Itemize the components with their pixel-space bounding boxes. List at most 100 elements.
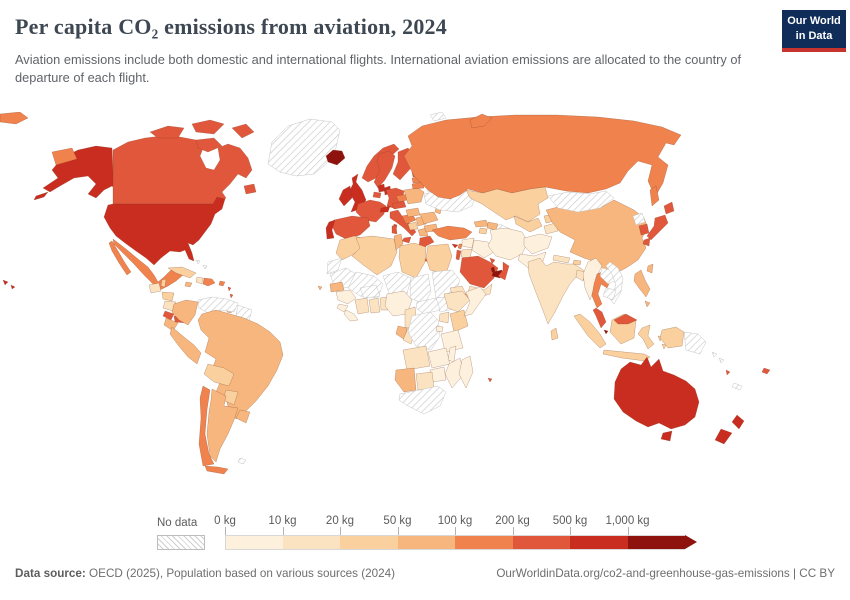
country-iran[interactable] [487,227,529,261]
country-south-korea[interactable] [638,223,650,236]
country-solomon-islands[interactable] [711,351,718,358]
country-indonesia[interactable] [573,313,607,349]
country-uganda[interactable] [438,311,450,324]
country-italy[interactable] [391,224,398,235]
country-australia[interactable] [660,430,673,442]
country-tanzania[interactable] [440,329,464,353]
country-falkland-islands[interactable] [237,457,247,465]
country-honduras[interactable] [161,291,175,302]
country-armenia[interactable] [478,227,488,235]
country-sweden[interactable] [373,150,396,189]
country-mongolia[interactable] [547,190,615,213]
country-new-zealand[interactable] [714,428,733,445]
country-portugal[interactable] [325,219,336,240]
country-peru[interactable] [169,326,202,365]
legend-bin-100-200[interactable] [455,535,513,550]
country-tajikistan[interactable] [543,222,559,235]
country-saudi-arabia[interactable] [459,255,499,289]
country-guatemala[interactable] [148,282,162,294]
country-cuba[interactable] [167,266,197,279]
country-bosnia-and-herzegovina[interactable] [407,221,419,231]
country-azerbaijan[interactable] [486,221,499,231]
country-haiti[interactable] [195,276,204,285]
country-malaysia[interactable] [592,307,607,329]
country-canada[interactable] [195,137,223,153]
country-niger[interactable] [382,271,412,297]
country-united-states[interactable] [103,196,226,266]
country-mauritius[interactable] [487,377,493,383]
country-georgia[interactable] [473,219,489,228]
country-kuwait[interactable] [489,257,496,265]
country-bhutan[interactable] [572,259,582,266]
country-ethiopia[interactable] [443,290,471,313]
country-canada[interactable] [149,125,185,139]
country-afghanistan[interactable] [523,233,553,255]
country-russia[interactable] [469,113,493,129]
country-democratic-republic-of-congo[interactable] [407,311,441,351]
country-canada[interactable] [191,119,225,135]
country-netherlands[interactable] [377,183,386,193]
country-turkey[interactable] [431,225,473,241]
country-lesser-antilles[interactable] [229,293,234,299]
country-cyprus[interactable] [451,243,459,249]
country-puerto-rico[interactable] [218,280,226,287]
country-jordan[interactable] [460,248,473,259]
country-somalia[interactable] [463,286,487,317]
country-uzbekistan[interactable] [513,215,543,233]
country-canada[interactable] [112,135,253,205]
country-central-african-republic[interactable] [415,297,441,315]
country-japan[interactable] [642,237,651,247]
country-mozambique[interactable] [444,357,465,389]
country-sierra-leone[interactable] [336,303,349,313]
country-argentina[interactable] [206,388,239,463]
country-chile[interactable] [198,385,215,467]
country-svalbard[interactable] [429,112,447,122]
country-united-states[interactable] [10,284,16,290]
country-canada[interactable] [231,123,255,139]
country-switzerland[interactable] [379,205,391,213]
legend-bin-50-100[interactable] [397,535,455,550]
country-indonesia[interactable] [661,343,667,350]
country-venezuela[interactable] [197,296,239,315]
country-taiwan[interactable] [646,263,654,274]
country-belize[interactable] [160,278,167,288]
country-mexico[interactable] [108,240,132,276]
country-colombia[interactable] [171,299,199,326]
legend-bin-20-50[interactable] [340,535,398,550]
country-israel[interactable] [455,249,462,261]
country-south-africa[interactable] [398,385,447,415]
country-lebanon[interactable] [457,243,463,250]
country-france[interactable] [355,199,387,223]
country-guinea[interactable] [335,289,357,305]
country-vietnam[interactable] [605,261,624,305]
country-russia[interactable] [0,112,29,125]
country-malaysia[interactable] [613,313,638,325]
country-singapore[interactable] [603,329,609,335]
country-lithuania[interactable] [411,181,425,190]
country-russia[interactable] [403,114,682,200]
country-italy[interactable] [401,236,412,244]
legend-no-data-swatch[interactable] [157,535,205,550]
country-ireland[interactable] [338,185,353,207]
credit-link[interactable]: OurWorldinData.org/co2-and-greenhouse-ga… [496,567,835,580]
country-indonesia[interactable] [659,326,685,349]
country-liberia[interactable] [343,309,359,322]
country-nepal[interactable] [552,254,571,264]
country-chad[interactable] [409,273,432,305]
legend-bin-1000+[interactable] [627,535,685,550]
country-dominican-republic[interactable] [202,277,216,287]
country-philippines[interactable] [633,269,651,298]
country-sri-lanka[interactable] [550,327,559,341]
country-bangladesh[interactable] [575,269,586,282]
country-japan[interactable] [646,214,669,241]
owid-logo[interactable]: Our World in Data [782,10,846,52]
country-jamaica[interactable] [184,281,193,288]
country-ivory-coast[interactable] [354,297,370,315]
country-libya[interactable] [398,242,427,279]
country-kenya[interactable] [449,309,469,333]
country-vanuatu[interactable] [725,369,731,376]
country-austria[interactable] [391,200,407,210]
country-china[interactable] [545,199,649,275]
country-namibia[interactable] [394,367,417,393]
country-romania[interactable] [419,211,439,225]
